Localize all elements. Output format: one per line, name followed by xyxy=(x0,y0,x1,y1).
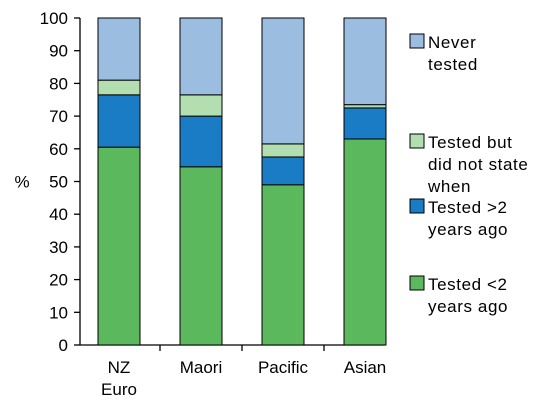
legend-swatch xyxy=(409,198,425,214)
bar-segment xyxy=(261,184,305,346)
legend-label: years ago xyxy=(428,220,508,239)
x-tick-label: NZ xyxy=(108,358,131,377)
legend-swatch xyxy=(409,33,425,49)
bar-segment xyxy=(97,94,141,148)
legend: Never tested Tested but did not state when Te… xyxy=(409,33,528,316)
legend-label: years ago xyxy=(428,297,508,316)
bar-segment xyxy=(97,79,141,96)
y-tick-label: 50 xyxy=(49,173,68,192)
y-tick-label: 70 xyxy=(49,107,68,126)
y-tick-label: 40 xyxy=(49,205,68,224)
x-tick-label: Asian xyxy=(344,358,387,377)
bar-segment xyxy=(97,17,141,81)
legend-label: did not state xyxy=(428,155,528,174)
y-tick-label: 20 xyxy=(49,271,68,290)
x-tick-label: Pacific xyxy=(258,358,309,377)
bar-segment xyxy=(343,107,387,140)
y-tick-label: 100 xyxy=(40,9,68,28)
legend-label: when xyxy=(427,177,471,196)
y-axis-label: % xyxy=(14,173,29,192)
bar-segment xyxy=(179,166,223,346)
legend-swatch xyxy=(409,275,425,291)
legend-label: Tested >2 xyxy=(428,198,508,217)
y-tick-label: 90 xyxy=(49,42,68,61)
legend-label: Tested <2 xyxy=(428,275,508,294)
legend-label: Never xyxy=(428,33,476,52)
legend-swatch xyxy=(409,133,425,149)
y-tick-label: 10 xyxy=(49,303,68,322)
bar-segment xyxy=(343,17,387,106)
x-tick-label: Euro xyxy=(101,380,137,399)
legend-label: tested xyxy=(428,55,478,74)
y-tick-label: 0 xyxy=(59,336,68,355)
y-tick-label: 30 xyxy=(49,238,68,257)
bar-segment xyxy=(261,143,305,158)
y-tick-label: 80 xyxy=(49,74,68,93)
bar-segment xyxy=(343,138,387,346)
bar-segment xyxy=(261,156,305,186)
plot-area: 0 10 20 30 40 50 60 70 80 90 100% NZ Euro Maori Pacifi… xyxy=(14,9,387,399)
x-tick-label: Maori xyxy=(180,358,223,377)
bar-segment xyxy=(179,94,223,117)
bar-segment xyxy=(179,115,223,168)
y-tick-label: 60 xyxy=(49,140,68,159)
bar-segment xyxy=(97,146,141,346)
bar-segment xyxy=(261,17,305,145)
legend-label: Tested but xyxy=(428,133,512,152)
bar-segment xyxy=(179,17,223,96)
